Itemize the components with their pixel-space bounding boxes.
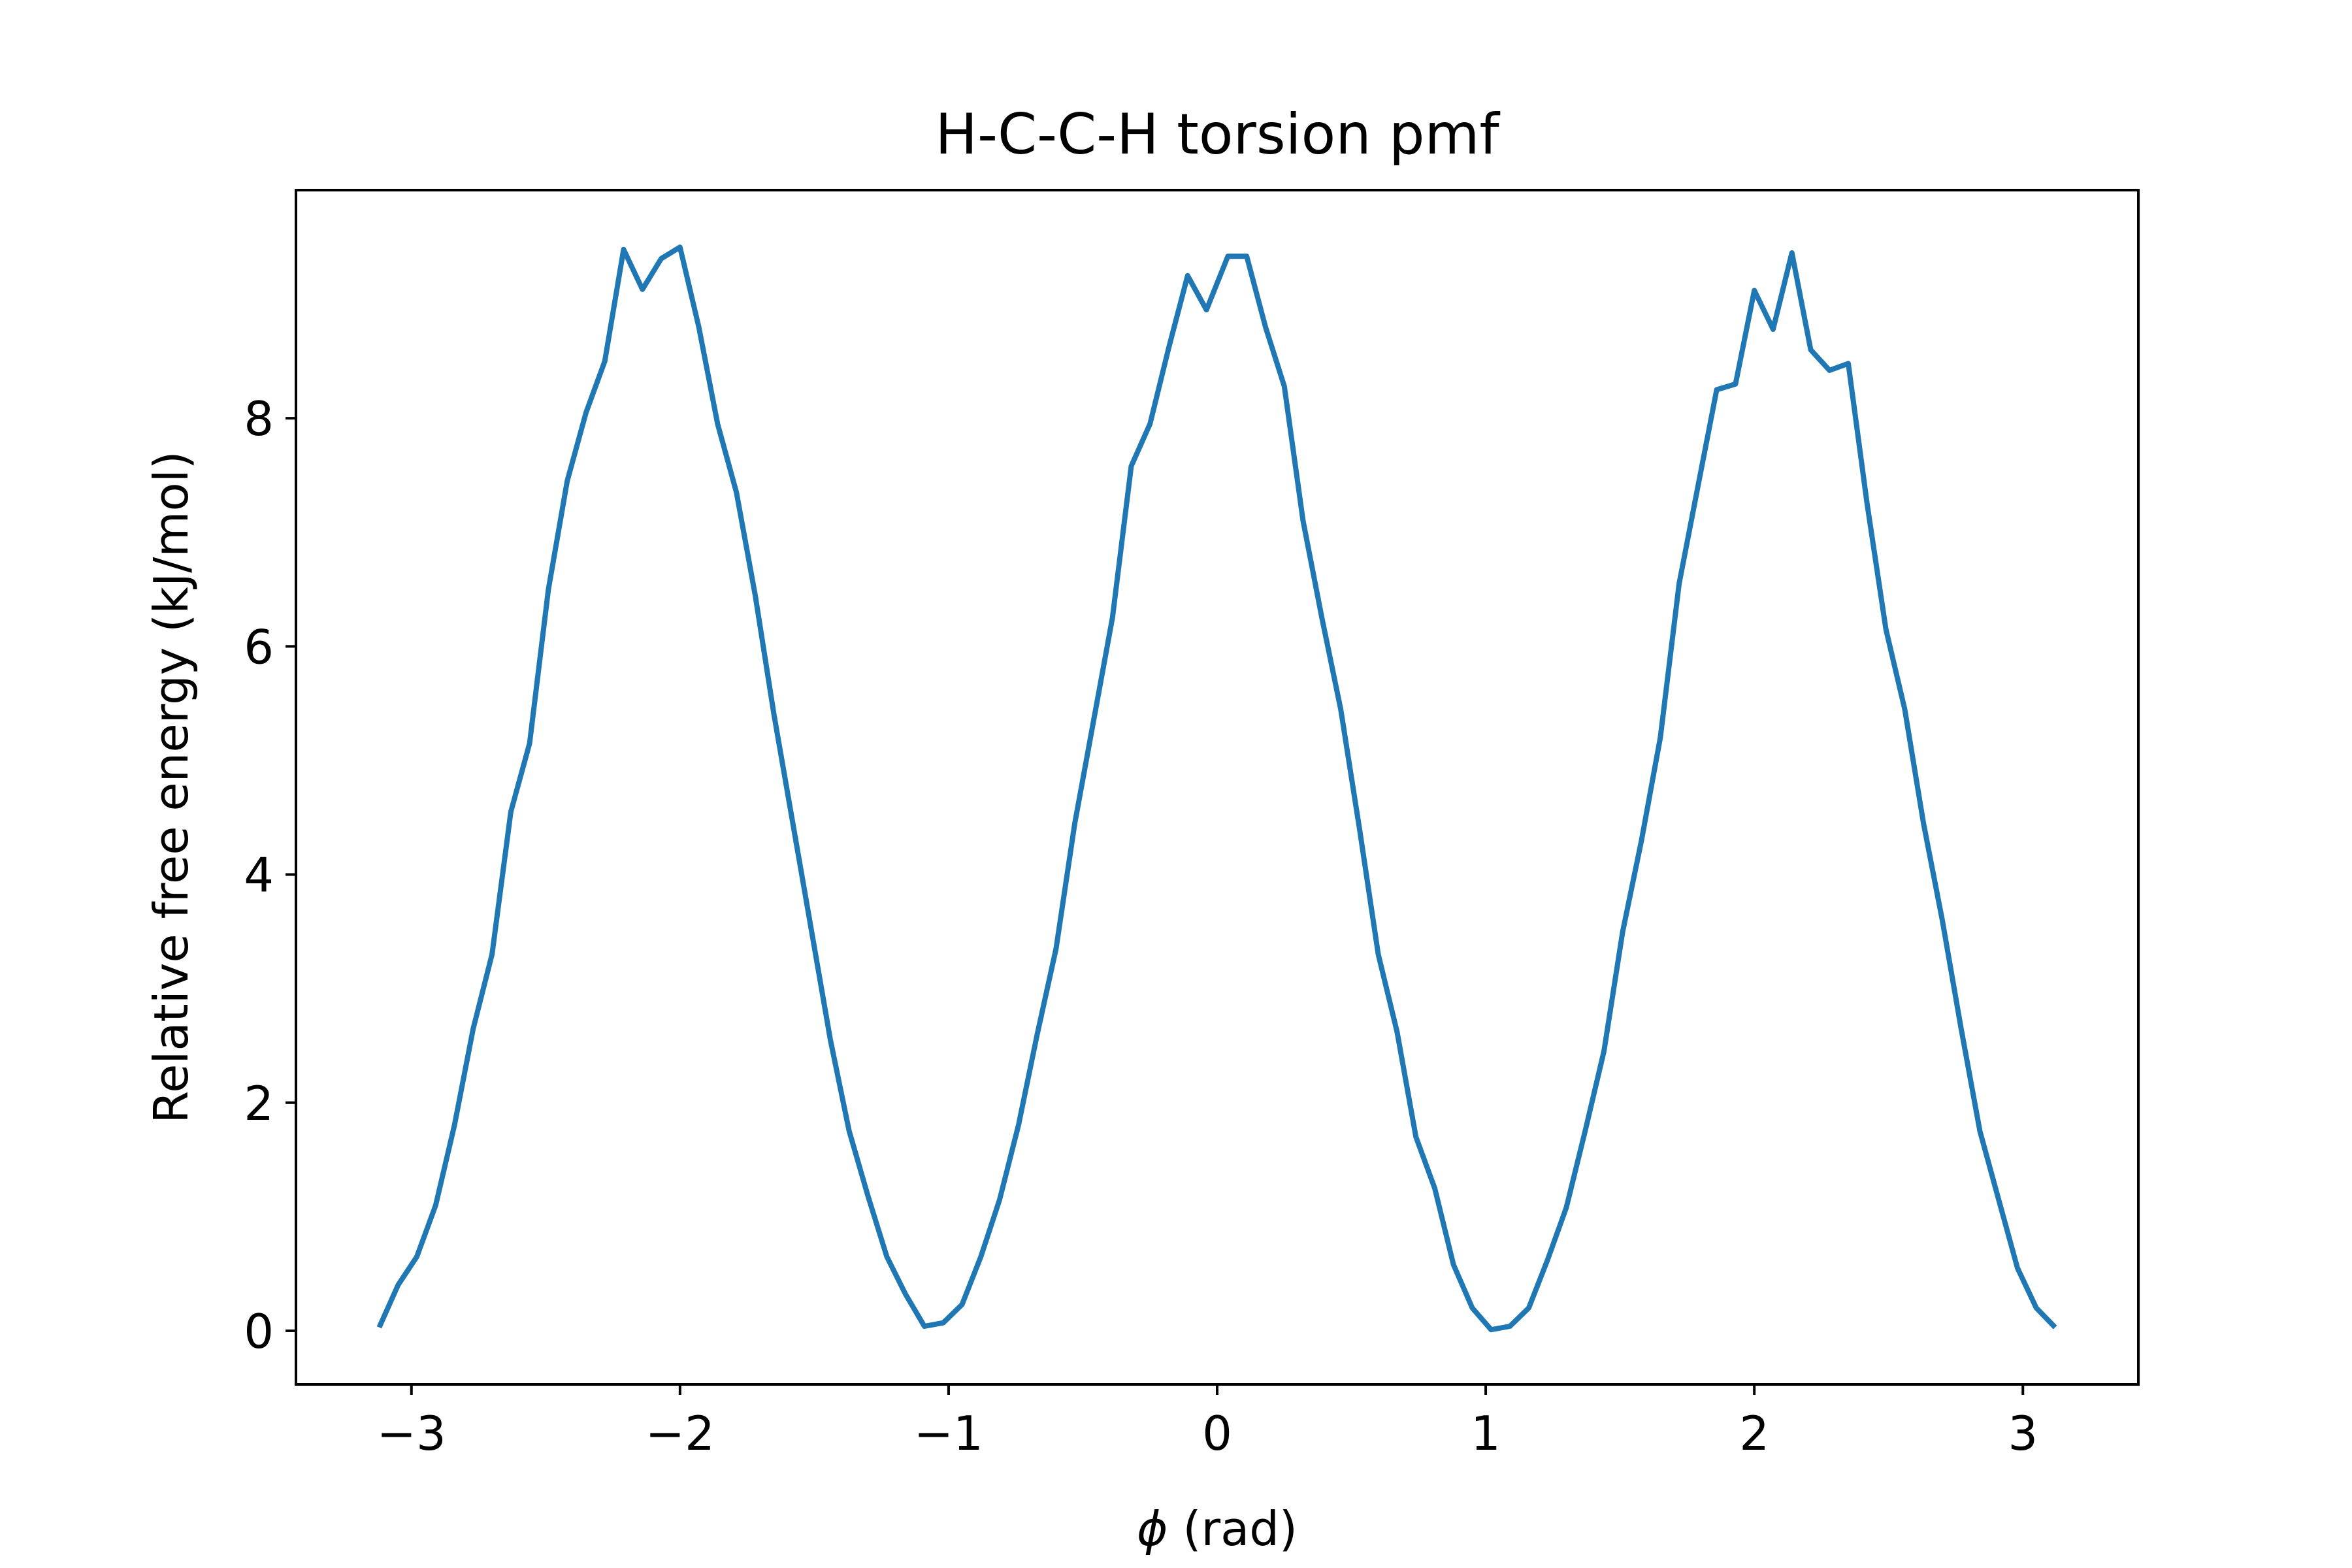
x-tick-label: −1 — [914, 1406, 983, 1461]
y-tick-label: 6 — [244, 619, 274, 674]
x-axis-symbol: ϕ — [1137, 1501, 1168, 1556]
y-axis-label: Relative free energy (kJ/mol) — [144, 451, 199, 1123]
x-tick-label: 1 — [1471, 1406, 1501, 1461]
x-tick-label: −3 — [377, 1406, 446, 1461]
y-axis: 0 2 4 6 8 — [244, 391, 296, 1359]
y-tick-label: 4 — [244, 848, 274, 903]
x-tick-label: 3 — [2008, 1406, 2038, 1461]
y-tick-label: 2 — [244, 1076, 274, 1131]
plot-area — [295, 189, 2140, 1386]
y-tick-label: 0 — [244, 1304, 274, 1359]
x-tick-label: 2 — [1739, 1406, 1769, 1461]
y-tick-label: 8 — [244, 391, 274, 446]
x-tick-label: −2 — [645, 1406, 715, 1461]
x-axis-label: ϕ (rad) — [1137, 1501, 1298, 1556]
x-axis-unit: (rad) — [1168, 1501, 1298, 1556]
x-axis: −3 −2 −1 0 1 2 3 — [377, 1384, 2038, 1461]
series-line — [376, 244, 2057, 1333]
x-tick-label: 0 — [1202, 1406, 1232, 1461]
chart-title: H-C-C-H torsion pmf — [935, 102, 1500, 167]
plot-frame — [295, 189, 2140, 1386]
